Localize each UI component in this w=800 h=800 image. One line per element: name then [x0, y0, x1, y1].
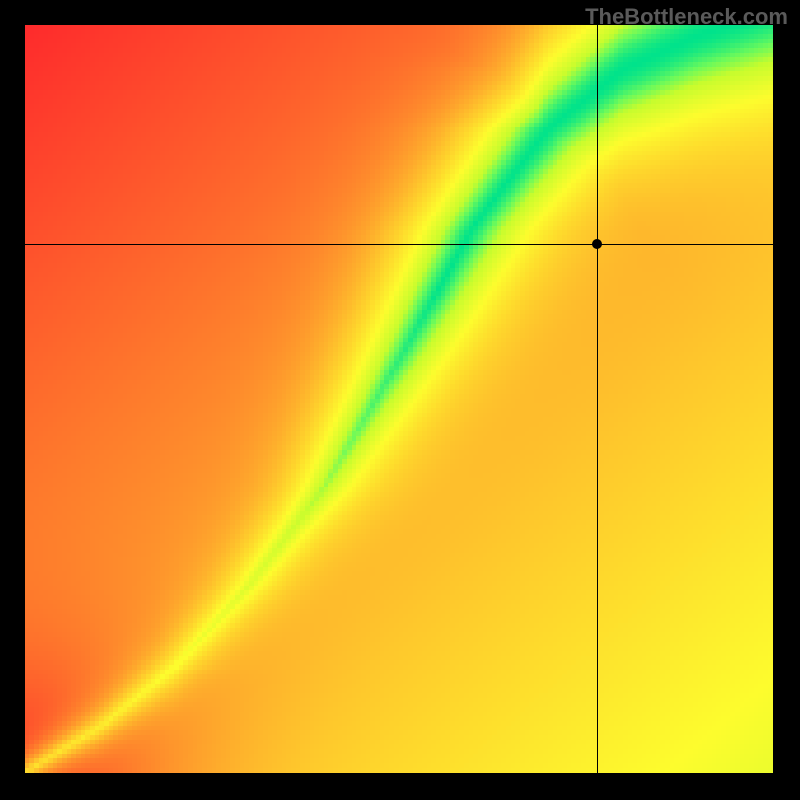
- watermark-text: TheBottleneck.com: [585, 4, 788, 30]
- crosshair-marker: [592, 239, 602, 249]
- crosshair-vertical: [597, 25, 598, 773]
- chart-container: TheBottleneck.com: [0, 0, 800, 800]
- heatmap-canvas: [25, 25, 773, 773]
- plot-frame: [25, 25, 773, 773]
- crosshair-horizontal: [25, 244, 773, 245]
